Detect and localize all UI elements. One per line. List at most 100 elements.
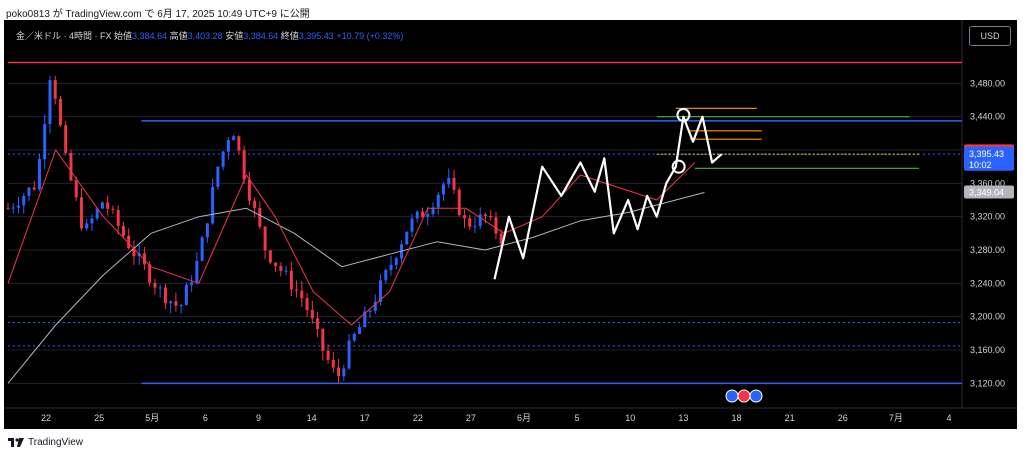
candle-body bbox=[447, 177, 451, 185]
candle-body bbox=[64, 125, 68, 153]
candle-body bbox=[85, 223, 89, 229]
candle-body bbox=[158, 287, 162, 289]
chart-frame[interactable]: 3,480.003,440.003,400.003,360.003,320.00… bbox=[4, 20, 1017, 429]
candle-body bbox=[121, 225, 125, 236]
candle-body bbox=[32, 187, 36, 190]
y-tick-label: 3,440.00 bbox=[970, 112, 1005, 122]
economic-event-icon bbox=[737, 389, 751, 403]
drawn-circle-marker bbox=[676, 108, 691, 122]
candle-body bbox=[462, 215, 466, 219]
candle-body bbox=[95, 208, 99, 219]
candle-body bbox=[200, 237, 204, 261]
candle-body bbox=[253, 200, 257, 209]
candle-body bbox=[452, 177, 456, 190]
chart-canvas[interactable]: 3,480.003,440.003,400.003,360.003,320.00… bbox=[4, 20, 1017, 429]
candle-body bbox=[478, 214, 482, 227]
candle-body bbox=[232, 136, 236, 141]
candle-body bbox=[27, 187, 31, 196]
candle-body bbox=[216, 166, 220, 187]
candle-body bbox=[37, 159, 41, 190]
candle-body bbox=[300, 290, 304, 299]
candle-body bbox=[494, 217, 498, 234]
x-tick-label: 10 bbox=[625, 413, 635, 423]
candle-body bbox=[195, 260, 199, 283]
candle-body bbox=[132, 248, 136, 257]
y-tick-label: 3,120.00 bbox=[970, 378, 1005, 388]
price-tag-countdown: 10:02 bbox=[969, 160, 992, 170]
y-tick-label: 3,360.00 bbox=[970, 178, 1005, 188]
candle-body bbox=[316, 318, 320, 329]
candle-body bbox=[274, 262, 278, 267]
y-tick-label: 3,160.00 bbox=[970, 345, 1005, 355]
candle-body bbox=[499, 233, 503, 244]
candle-body bbox=[363, 311, 367, 328]
ohlc-legend: 金／米ドル · 4時間 · FX 始値3,384.64 高値3,403.28 安… bbox=[16, 29, 403, 42]
x-tick-label: 27 bbox=[466, 413, 476, 423]
candle-body bbox=[163, 287, 167, 304]
tradingview-logo-icon bbox=[8, 437, 24, 447]
publish-header: poko0813 が TradingView.com で 6月 17, 2025… bbox=[6, 9, 310, 20]
slow-moving-average-line bbox=[7, 192, 705, 384]
candle-body bbox=[48, 80, 52, 124]
candle-body bbox=[53, 80, 57, 99]
candle-body bbox=[263, 226, 267, 251]
candle-body bbox=[90, 218, 94, 224]
candle-body bbox=[190, 282, 194, 285]
candle-body bbox=[43, 123, 47, 160]
candle-body bbox=[321, 328, 325, 351]
candle-body bbox=[305, 298, 309, 311]
candle-body bbox=[142, 253, 146, 265]
candle-body bbox=[295, 289, 299, 291]
fast-moving-average-line bbox=[7, 149, 696, 326]
x-tick-label: 5月 bbox=[145, 413, 159, 423]
y-tick-label: 3,320.00 bbox=[970, 212, 1005, 222]
candle-body bbox=[74, 180, 78, 198]
low-label: 安値 bbox=[225, 31, 244, 41]
candle-body bbox=[6, 208, 10, 210]
candle-body bbox=[483, 214, 487, 217]
candle-body bbox=[153, 282, 157, 288]
x-tick-label: 26 bbox=[838, 413, 848, 423]
candle-body bbox=[226, 140, 230, 152]
symbol-label: 金／米ドル · 4時間 · FX bbox=[16, 31, 112, 41]
x-tick-label: 6 bbox=[203, 413, 208, 423]
candle-body bbox=[258, 208, 262, 227]
candle-body bbox=[279, 266, 283, 271]
candle-body bbox=[148, 264, 152, 283]
y-tick-label: 3,240.00 bbox=[970, 278, 1005, 288]
candle-body bbox=[342, 368, 346, 377]
close-value: 3,395.43 bbox=[298, 31, 334, 41]
candle-body bbox=[384, 270, 388, 281]
y-tick-label: 3,200.00 bbox=[970, 312, 1005, 322]
drawn-zigzag-path bbox=[493, 115, 723, 280]
candle-body bbox=[268, 250, 272, 263]
candle-body bbox=[331, 359, 335, 368]
candle-body bbox=[489, 216, 493, 218]
x-tick-label: 9 bbox=[256, 413, 261, 423]
y-tick-label: 3,280.00 bbox=[970, 245, 1005, 255]
x-tick-label: 25 bbox=[94, 413, 104, 423]
candle-body bbox=[69, 152, 73, 181]
open-value: 3,384.64 bbox=[132, 31, 168, 41]
open-label: 始値 bbox=[114, 31, 133, 41]
candle-body bbox=[421, 211, 425, 218]
candle-body bbox=[394, 258, 398, 265]
candle-body bbox=[410, 218, 414, 232]
candle-body bbox=[100, 202, 104, 209]
economic-event-icon bbox=[749, 389, 763, 403]
candle-body bbox=[473, 226, 477, 228]
candle-body bbox=[284, 270, 288, 272]
x-tick-label: 22 bbox=[413, 413, 423, 423]
x-tick-label: 22 bbox=[41, 413, 51, 423]
x-tick-label: 17 bbox=[360, 413, 370, 423]
x-tick-label: 7月 bbox=[889, 413, 903, 423]
currency-button[interactable]: USD bbox=[969, 26, 1011, 46]
price-tag-bg bbox=[964, 146, 1014, 171]
x-tick-label: 5 bbox=[575, 413, 580, 423]
candle-body bbox=[16, 205, 20, 208]
candle-body bbox=[352, 334, 356, 341]
candle-body bbox=[221, 151, 225, 167]
y-tick-label: 3,480.00 bbox=[970, 78, 1005, 88]
candle-body bbox=[442, 184, 446, 195]
candle-body bbox=[405, 231, 409, 245]
